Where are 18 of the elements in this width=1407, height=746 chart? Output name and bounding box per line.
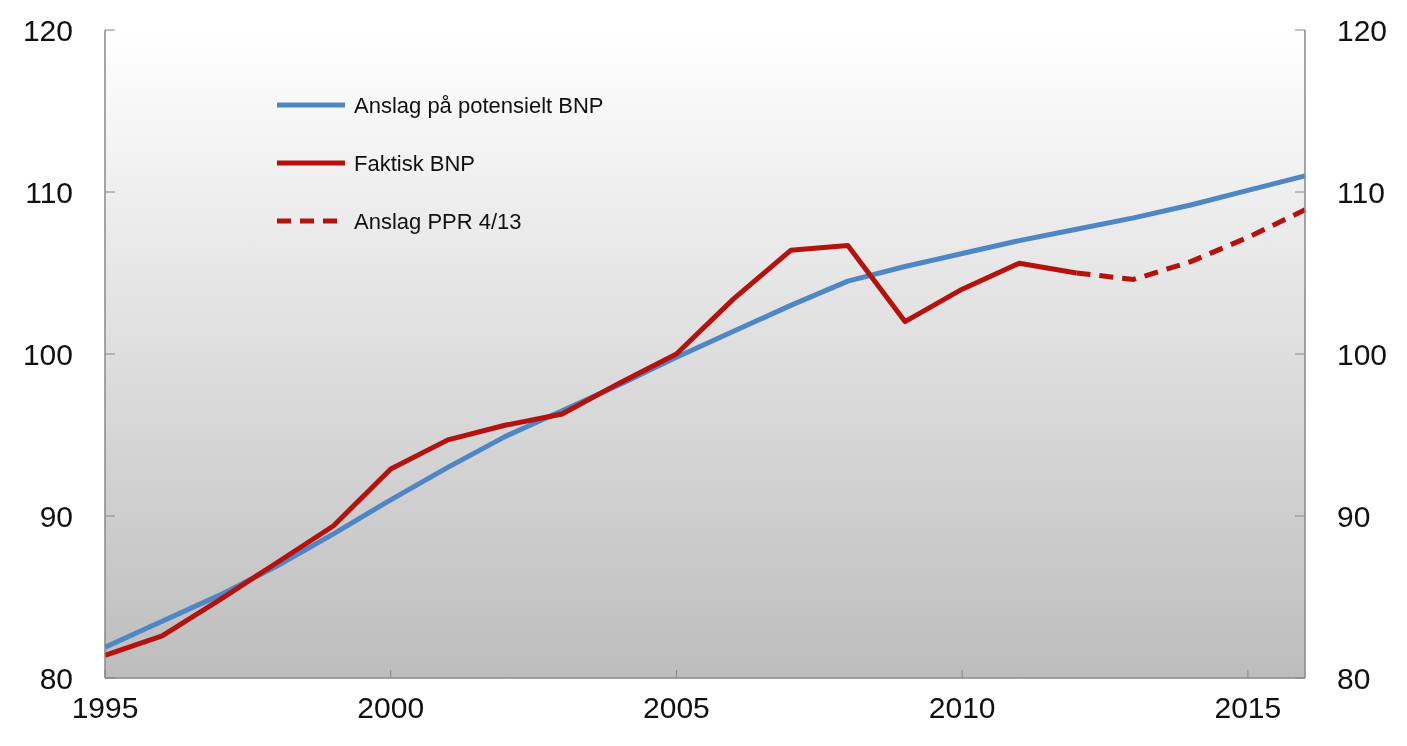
x-tick-label: 2010 <box>928 691 996 724</box>
y2-tick-label: 80 <box>1337 661 1371 695</box>
y2-tick-label: 110 <box>1337 175 1385 209</box>
legend-label: Anslag PPR 4/13 <box>354 208 522 234</box>
y-tick-label: 80 <box>39 661 73 695</box>
x-tick-label: 2000 <box>357 691 425 724</box>
y-tick-label: 90 <box>39 499 73 533</box>
x-tick-label: 2005 <box>643 691 710 724</box>
y-tick-label: 120 <box>22 13 73 47</box>
y-tick-label: 100 <box>22 337 73 371</box>
x-tick-label: 1995 <box>71 691 139 724</box>
legend-label: Anslag på potensielt BNP <box>354 92 604 118</box>
y2-tick-label: 120 <box>1337 13 1388 47</box>
legend-label: Faktisk BNP <box>354 150 476 176</box>
y2-tick-label: 90 <box>1337 499 1371 533</box>
y2-tick-label: 100 <box>1337 337 1388 371</box>
x-tick-label: 2015 <box>1214 691 1282 724</box>
y-tick-label: 110 <box>25 175 73 209</box>
